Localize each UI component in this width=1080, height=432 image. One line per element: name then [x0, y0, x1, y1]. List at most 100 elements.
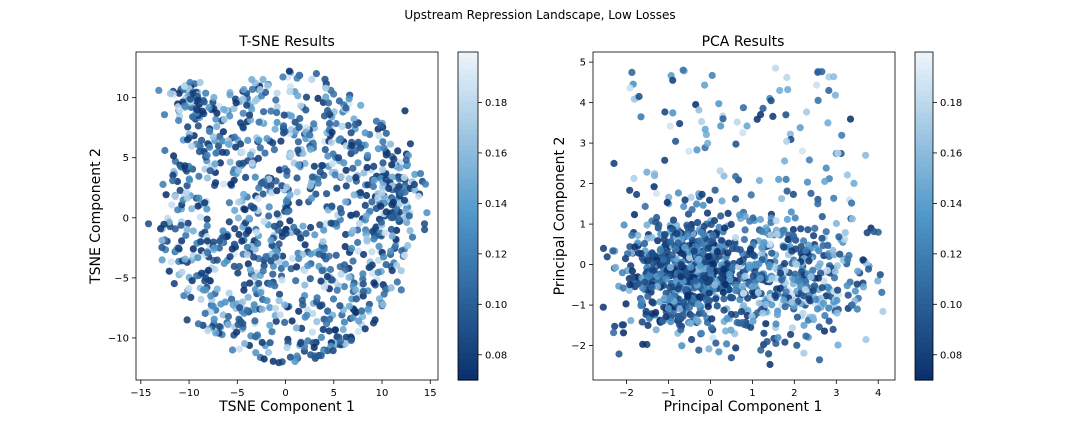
tsne-point: [225, 218, 233, 226]
tsne-point: [171, 193, 179, 201]
tsne-point: [339, 325, 347, 334]
tsne-point: [199, 286, 208, 294]
pca-point: [814, 274, 823, 282]
tsne-point: [198, 269, 206, 277]
pca-point: [649, 299, 657, 307]
tsne-point: [178, 237, 186, 245]
pca-point: [731, 195, 740, 203]
tsne-point: [226, 158, 234, 166]
tsne-colorbar-segment: [458, 90, 478, 97]
pca-point: [804, 226, 812, 234]
tsne-point: [374, 145, 382, 153]
tsne-point: [269, 357, 277, 365]
tsne-point: [234, 269, 242, 277]
pca-point: [618, 269, 627, 277]
pca-colorbar-segment: [915, 101, 933, 108]
tsne-point: [265, 203, 273, 211]
tsne-point: [239, 95, 247, 103]
tsne-point: [220, 180, 228, 188]
pca-point: [762, 320, 770, 328]
pca-point: [643, 221, 651, 229]
tsne-point: [294, 146, 302, 154]
pca-point: [725, 239, 733, 247]
pca-title: PCA Results: [702, 34, 785, 50]
tsne-point: [248, 159, 256, 167]
tsne-colorbar-segment: [458, 150, 478, 157]
pca-point: [674, 285, 682, 293]
tsne-point: [408, 233, 417, 241]
pca-point: [815, 323, 823, 331]
tsne-point: [354, 159, 362, 167]
tsne-point: [201, 309, 209, 317]
tsne-point: [259, 190, 267, 198]
pca-point: [643, 168, 651, 176]
tsne-colorbar-segment: [458, 79, 478, 86]
pca-point: [759, 309, 767, 317]
pca-point: [738, 283, 746, 291]
tsne-point: [333, 184, 341, 192]
tsne-ytick-label: −5: [114, 273, 129, 284]
pca-points: [599, 64, 887, 369]
pca-point: [692, 315, 701, 324]
pca-point: [619, 284, 627, 292]
tsne-point: [216, 159, 224, 167]
tsne-point: [216, 237, 224, 245]
tsne-point: [324, 107, 332, 115]
tsne-point: [186, 95, 194, 103]
tsne-point: [395, 164, 403, 172]
pca-point: [763, 338, 771, 346]
pca-point: [757, 346, 765, 354]
tsne-point: [272, 317, 280, 325]
tsne-point: [393, 261, 401, 270]
tsne-point: [332, 251, 340, 259]
tsne-point: [352, 286, 360, 294]
tsne-point: [311, 231, 319, 239]
tsne-point: [197, 295, 205, 303]
tsne-point: [263, 82, 272, 90]
tsne-point: [183, 316, 191, 324]
pca-point: [666, 294, 674, 302]
tsne-point: [251, 97, 259, 105]
pca-point: [619, 329, 628, 337]
tsne-point: [189, 227, 197, 235]
pca-point: [633, 280, 641, 288]
pca-point: [695, 346, 703, 354]
tsne-point: [242, 173, 250, 181]
pca-point: [814, 96, 822, 104]
pca-point: [732, 281, 740, 289]
tsne-colorbar-segment: [458, 106, 478, 113]
tsne-point: [246, 151, 255, 159]
pca-point: [648, 266, 657, 274]
pca-point: [773, 230, 781, 238]
tsne-point: [298, 296, 306, 304]
tsne-point: [279, 129, 288, 137]
tsne-point: [369, 182, 377, 191]
pca-point: [692, 277, 700, 285]
pca-point: [864, 265, 873, 273]
pca-point: [699, 201, 707, 209]
tsne-point: [205, 104, 213, 112]
pca-point: [704, 244, 712, 252]
tsne-point: [219, 128, 227, 136]
tsne-point: [253, 331, 261, 339]
tsne-colorbar: 0.08 0.10 0.12 0.14 0.16 0.18: [457, 51, 507, 381]
tsne-point: [368, 198, 376, 206]
tsne-point: [185, 284, 193, 293]
pca-ytick-label: 5: [580, 58, 586, 69]
tsne-point: [328, 128, 336, 136]
tsne-point: [388, 173, 396, 181]
tsne-colorbar-segment: [458, 210, 478, 217]
pca-point: [682, 270, 690, 278]
pca-point: [699, 248, 707, 256]
pca-point: [650, 183, 658, 191]
tsne-point: [174, 206, 182, 214]
pca-colorbar-segment: [915, 134, 933, 141]
pca-point: [768, 249, 776, 257]
tsne-point: [360, 250, 368, 259]
tsne-point: [273, 118, 281, 127]
tsne-point: [320, 283, 329, 291]
pca-colorbar-segment: [915, 144, 933, 151]
pca-point: [731, 286, 739, 295]
pca-point: [628, 267, 637, 275]
tsne-point: [414, 192, 423, 200]
